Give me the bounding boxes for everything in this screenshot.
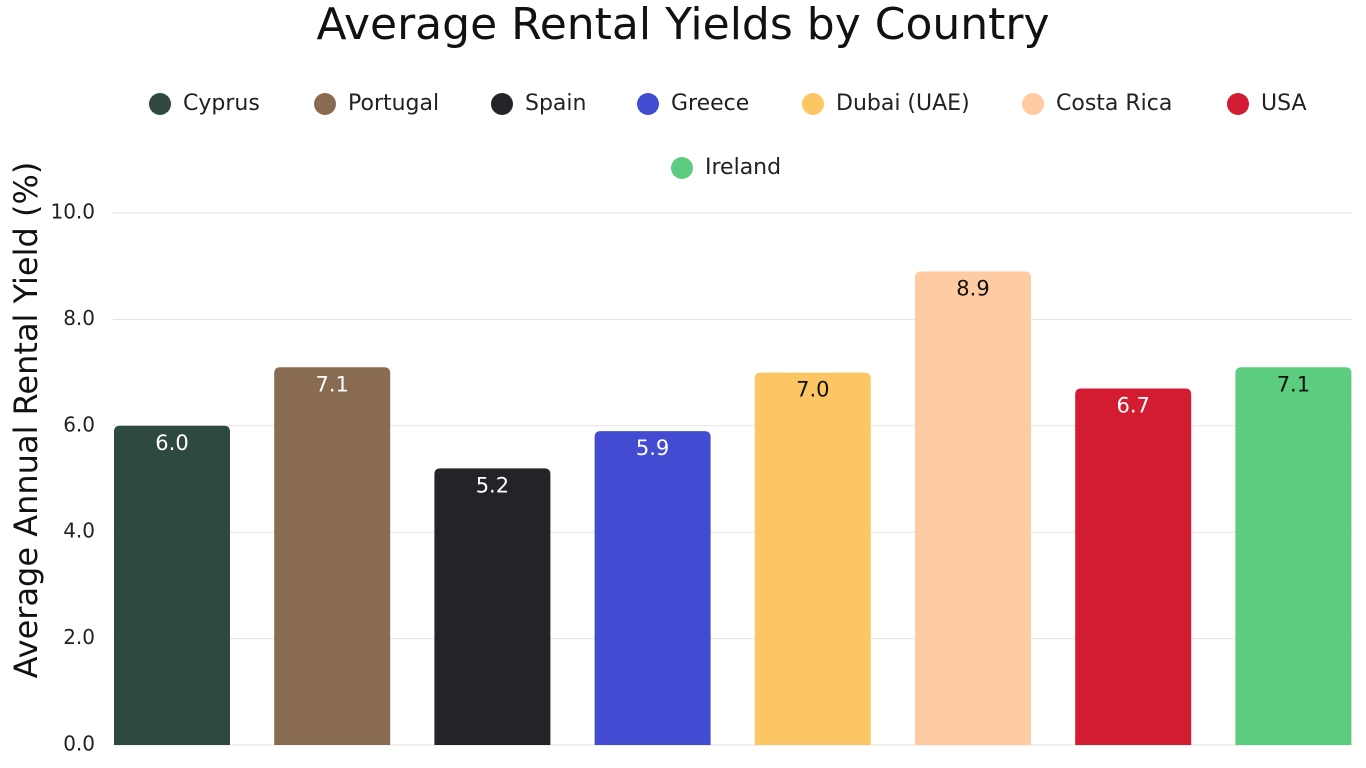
value-label: 6.7 [1116, 394, 1149, 418]
legend-swatch [491, 93, 513, 115]
legend-swatch [637, 93, 659, 115]
legend-label: Spain [525, 91, 586, 116]
value-label: 5.2 [476, 473, 509, 497]
value-label: 8.9 [956, 277, 989, 301]
y-tick-label: 10.0 [50, 200, 95, 224]
y-tick-label: 0.0 [63, 732, 95, 756]
y-tick-label: 6.0 [63, 412, 95, 436]
legend-label: Cyprus [183, 91, 260, 116]
legend-label: Costa Rica [1056, 91, 1172, 116]
value-label: 5.9 [636, 436, 669, 460]
bar [1235, 367, 1352, 745]
legend-label: Portugal [348, 91, 439, 116]
bar [274, 367, 391, 745]
value-label: 7.1 [315, 372, 348, 396]
bar [754, 372, 871, 745]
y-axis-label: Average Annual Rental Yield (%) [7, 162, 45, 679]
bar [915, 271, 1031, 745]
legend-swatch [1227, 93, 1249, 115]
y-tick-label: 8.0 [63, 306, 95, 330]
bar [434, 468, 551, 745]
legend-swatch [802, 93, 824, 115]
bar [594, 431, 711, 745]
y-tick-label: 2.0 [63, 625, 95, 649]
legend-swatch [149, 93, 171, 115]
bar [114, 425, 230, 745]
legend-label: Greece [671, 91, 749, 116]
legend-label: USA [1261, 91, 1307, 116]
legend-swatch [1022, 93, 1044, 115]
legend-label: Dubai (UAE) [836, 91, 970, 116]
bar [1075, 388, 1192, 745]
legend-swatch [671, 157, 693, 179]
y-tick-label: 4.0 [63, 519, 95, 543]
chart-title: Average Rental Yields by Country [316, 0, 1049, 50]
value-label: 7.0 [796, 378, 829, 402]
value-label: 7.1 [1277, 372, 1310, 396]
legend-label: Ireland [705, 155, 781, 180]
value-label: 6.0 [155, 431, 188, 455]
legend-swatch [314, 93, 336, 115]
